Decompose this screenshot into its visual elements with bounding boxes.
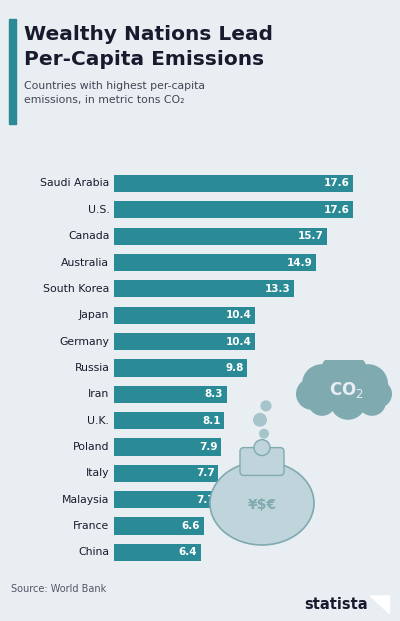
Circle shape bbox=[318, 372, 354, 408]
Circle shape bbox=[348, 364, 388, 404]
Circle shape bbox=[302, 364, 342, 404]
Text: Russia: Russia bbox=[74, 363, 109, 373]
Text: Malaysia: Malaysia bbox=[62, 495, 109, 505]
Text: 7.7: 7.7 bbox=[196, 495, 215, 505]
Text: U.S.: U.S. bbox=[88, 205, 109, 215]
Text: Japan: Japan bbox=[79, 310, 109, 320]
Text: U.K.: U.K. bbox=[87, 415, 109, 425]
Text: 9.8: 9.8 bbox=[225, 363, 244, 373]
Circle shape bbox=[254, 440, 270, 456]
Text: Australia: Australia bbox=[61, 258, 109, 268]
Text: 8.1: 8.1 bbox=[202, 415, 220, 425]
Circle shape bbox=[296, 378, 328, 410]
FancyBboxPatch shape bbox=[240, 448, 284, 476]
Circle shape bbox=[342, 374, 378, 410]
Bar bbox=[114, 280, 294, 297]
Bar bbox=[114, 254, 316, 271]
Text: 6.4: 6.4 bbox=[179, 547, 197, 558]
Text: 15.7: 15.7 bbox=[298, 231, 324, 241]
Circle shape bbox=[260, 401, 272, 412]
Text: 17.6: 17.6 bbox=[324, 178, 349, 189]
Bar bbox=[114, 175, 353, 192]
Circle shape bbox=[358, 388, 386, 416]
Bar bbox=[114, 201, 353, 219]
Text: 10.4: 10.4 bbox=[226, 310, 252, 320]
Bar bbox=[114, 386, 226, 403]
Polygon shape bbox=[370, 596, 390, 614]
Text: 13.3: 13.3 bbox=[265, 284, 291, 294]
Text: 14.9: 14.9 bbox=[287, 258, 313, 268]
Text: Wealthy Nations Lead: Wealthy Nations Lead bbox=[24, 25, 273, 44]
Bar bbox=[114, 517, 204, 535]
Text: 7.9: 7.9 bbox=[199, 442, 218, 452]
Text: 7.7: 7.7 bbox=[196, 468, 215, 478]
Text: Countries with highest per-capita
emissions, in metric tons CO₂: Countries with highest per-capita emissi… bbox=[24, 81, 205, 105]
Ellipse shape bbox=[210, 461, 314, 545]
Text: 17.6: 17.6 bbox=[324, 205, 349, 215]
Circle shape bbox=[259, 428, 269, 438]
Bar bbox=[114, 491, 218, 508]
Bar bbox=[114, 438, 221, 456]
Text: Poland: Poland bbox=[73, 442, 109, 452]
Bar bbox=[114, 333, 255, 350]
Bar bbox=[114, 307, 255, 324]
Circle shape bbox=[308, 388, 336, 416]
Circle shape bbox=[253, 413, 267, 427]
Text: 10.4: 10.4 bbox=[226, 337, 252, 347]
Text: China: China bbox=[78, 547, 109, 558]
Bar bbox=[114, 360, 247, 376]
Text: Per-Capita Emissions: Per-Capita Emissions bbox=[24, 50, 264, 69]
Text: Germany: Germany bbox=[59, 337, 109, 347]
Circle shape bbox=[364, 380, 392, 408]
Bar bbox=[114, 228, 327, 245]
Circle shape bbox=[320, 350, 368, 398]
FancyBboxPatch shape bbox=[304, 388, 388, 404]
Bar bbox=[114, 412, 224, 429]
Text: South Korea: South Korea bbox=[43, 284, 109, 294]
Text: Canada: Canada bbox=[68, 231, 109, 241]
Text: Source: World Bank: Source: World Bank bbox=[11, 584, 106, 594]
Text: 8.3: 8.3 bbox=[205, 389, 223, 399]
Text: Iran: Iran bbox=[88, 389, 109, 399]
Text: 6.6: 6.6 bbox=[182, 521, 200, 531]
Circle shape bbox=[330, 384, 366, 420]
Text: statista: statista bbox=[304, 597, 368, 612]
Text: Saudi Arabia: Saudi Arabia bbox=[40, 178, 109, 189]
Bar bbox=[114, 544, 201, 561]
Text: CO$_2$: CO$_2$ bbox=[329, 380, 363, 400]
Text: Italy: Italy bbox=[86, 468, 109, 478]
Bar bbox=[114, 465, 218, 482]
Text: France: France bbox=[73, 521, 109, 531]
Text: ¥$€: ¥$€ bbox=[248, 498, 276, 512]
